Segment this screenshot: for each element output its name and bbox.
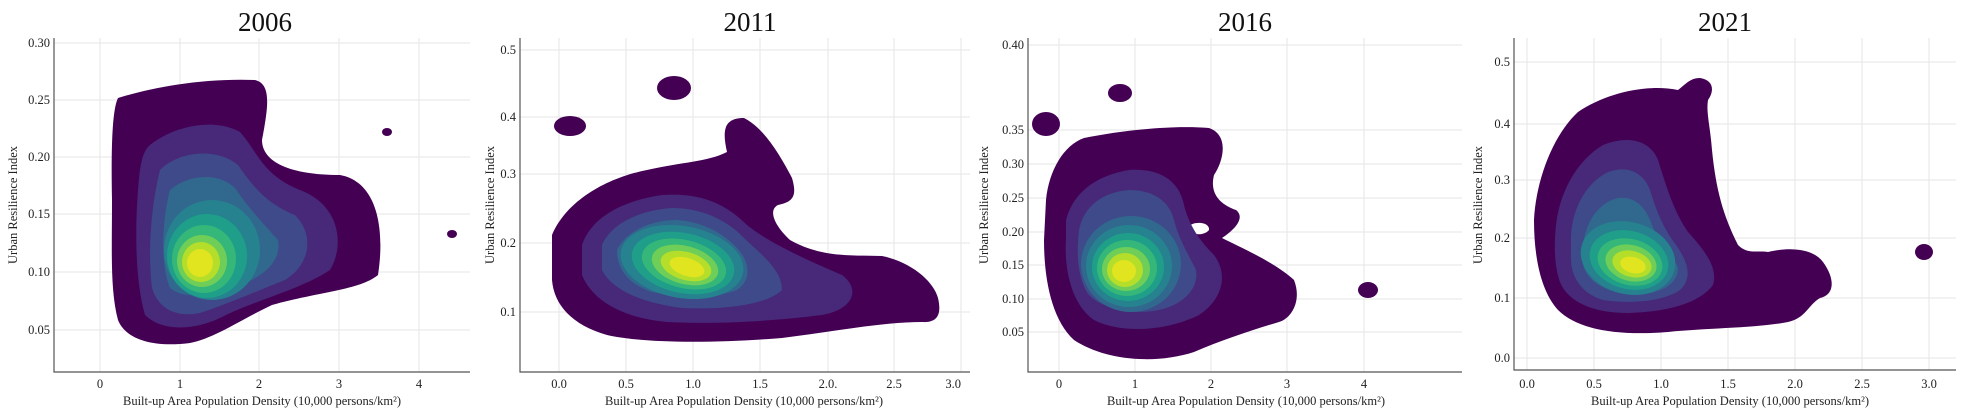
axis-lines xyxy=(53,38,470,373)
x-tick-label: 1.5 xyxy=(752,377,768,391)
y-tick-label: 0.5 xyxy=(500,43,516,57)
x-tick-label: 0 xyxy=(1056,377,1062,391)
y-tick-labels: 0.0 0.1 0.2 0.3 0.4 0.5 xyxy=(1494,55,1510,365)
density-island-1 xyxy=(1032,112,1060,136)
y-tick-label: 0.30 xyxy=(1002,157,1024,171)
y-tick-label: 0.25 xyxy=(28,93,50,107)
y-tick-label: 0.20 xyxy=(28,150,50,164)
y-tick-label: 0.25 xyxy=(1002,191,1024,205)
density-island-2 xyxy=(1915,244,1933,260)
y-axis-label: Urban Resilience Index xyxy=(483,145,497,264)
y-tick-label: 0.2 xyxy=(1494,231,1510,245)
chart-title: 2016 xyxy=(1218,7,1272,37)
density-level-9 xyxy=(1112,260,1136,282)
chart-svg-2011: 2011 0.0 0.5 1.0 1.5 2.0. 2.5 3.0 0.1 0.… xyxy=(483,7,970,408)
axis-lines xyxy=(519,38,970,373)
x-tick-label: 1.5 xyxy=(1720,377,1736,391)
chart-panel-2011: 2011 0.0 0.5 1.0 1.5 2.0. 2.5 3.0 0.1 0.… xyxy=(482,0,972,411)
y-tick-label: 0.10 xyxy=(28,265,50,279)
x-tick-label: 2 xyxy=(1208,377,1214,391)
x-tick-label: 3 xyxy=(336,377,342,391)
x-tick-label: 2.0 xyxy=(1787,377,1803,391)
y-tick-label: 0.1 xyxy=(1494,291,1510,305)
chart-title: 2011 xyxy=(724,7,777,37)
y-tick-label: 0.1 xyxy=(500,305,516,319)
x-tick-label: 2.5 xyxy=(886,377,902,391)
y-tick-label: 0.2 xyxy=(500,236,516,250)
density-contours xyxy=(111,79,457,345)
x-tick-labels: 0 1 2 3 4 xyxy=(1056,377,1368,391)
x-tick-label: 0.0 xyxy=(1519,377,1535,391)
y-tick-label: 0.4 xyxy=(1494,117,1510,131)
density-contours xyxy=(1032,84,1378,360)
chart-svg-2006: 2006 0 1 2 3 4 0.05 0.10 0.15 0.20 0.25 … xyxy=(6,7,470,408)
density-island-3 xyxy=(1358,282,1378,298)
x-tick-label: 3 xyxy=(1284,377,1290,391)
x-tick-label: 1.0 xyxy=(685,377,701,391)
x-axis-label: Built-up Area Population Density (10,000… xyxy=(605,394,883,408)
chart-svg-2021: 2021 0.0 0.5 1.0 1.5 2.0 2.5 3.0 0.0 0.1… xyxy=(1471,7,1956,408)
y-axis-label: Urban Resilience Index xyxy=(6,145,20,264)
x-tick-labels: 0.0 0.5 1.0 1.5 2.0. 2.5 3.0 xyxy=(551,377,961,391)
x-tick-label: 0.5 xyxy=(1586,377,1602,391)
density-contours xyxy=(1534,78,1933,334)
chart-svg-2016: 2016 0 1 2 3 4 0.05 0.10 0.15 0.20 0.25 … xyxy=(977,7,1462,408)
y-tick-labels: 0.1 0.2 0.3 0.4 0.5 xyxy=(500,43,516,319)
chart-panel-2006: 2006 0 1 2 3 4 0.05 0.10 0.15 0.20 0.25 … xyxy=(0,0,480,411)
y-tick-label: 0.35 xyxy=(1002,123,1024,137)
x-tick-labels: 0.0 0.5 1.0 1.5 2.0 2.5 3.0 xyxy=(1519,377,1937,391)
y-tick-label: 0.05 xyxy=(28,323,50,337)
x-tick-label: 0.5 xyxy=(618,377,634,391)
x-tick-label: 1.0 xyxy=(1653,377,1669,391)
x-axis-label: Built-up Area Population Density (10,000… xyxy=(123,394,401,408)
chart-panel-2021: 2021 0.0 0.5 1.0 1.5 2.0 2.5 3.0 0.0 0.1… xyxy=(1468,0,1964,411)
y-axis-label: Urban Resilience Index xyxy=(977,145,991,264)
y-tick-label: 0.40 xyxy=(1002,38,1024,52)
x-tick-label: 1 xyxy=(177,377,183,391)
x-axis-label: Built-up Area Population Density (10,000… xyxy=(1591,394,1869,408)
y-tick-label: 0.3 xyxy=(500,167,516,181)
x-tick-labels: 0 1 2 3 4 xyxy=(97,377,423,391)
density-level-9 xyxy=(187,249,213,277)
x-tick-label: 2.5 xyxy=(1854,377,1870,391)
axis-lines xyxy=(1513,38,1956,371)
y-axis-label: Urban Resilience Index xyxy=(1471,145,1485,264)
density-island-1 xyxy=(1671,119,1695,137)
y-tick-label: 0.5 xyxy=(1494,55,1510,69)
density-island-2 xyxy=(657,76,691,100)
density-island-1 xyxy=(382,128,392,136)
density-level-9 xyxy=(1620,256,1646,274)
x-tick-label: 2 xyxy=(256,377,262,391)
axis-lines xyxy=(1027,38,1462,373)
density-island-2 xyxy=(447,230,457,238)
x-tick-label: 0.0 xyxy=(551,377,567,391)
x-tick-label: 3.0 xyxy=(945,377,961,391)
y-tick-labels: 0.05 0.10 0.15 0.20 0.25 0.30 xyxy=(28,36,50,337)
y-tick-label: 0.4 xyxy=(500,110,516,124)
chart-title: 2006 xyxy=(238,7,292,37)
density-island-1 xyxy=(554,116,586,136)
density-island-2 xyxy=(1108,84,1132,102)
x-tick-label: 0 xyxy=(97,377,103,391)
y-tick-label: 0.3 xyxy=(1494,173,1510,187)
x-tick-label: 4 xyxy=(1361,377,1368,391)
x-tick-label: 1 xyxy=(1132,377,1138,391)
y-tick-label: 0.15 xyxy=(1002,258,1024,272)
chart-panel-2016: 2016 0 1 2 3 4 0.05 0.10 0.15 0.20 0.25 … xyxy=(974,0,1466,411)
y-tick-labels: 0.05 0.10 0.15 0.20 0.25 0.30 0.35 0.40 xyxy=(1002,38,1024,339)
x-tick-label: 4 xyxy=(416,377,423,391)
y-tick-label: 0.15 xyxy=(28,207,50,221)
y-tick-label: 0.30 xyxy=(28,36,50,50)
y-tick-label: 0.20 xyxy=(1002,225,1024,239)
y-tick-label: 0.0 xyxy=(1494,351,1510,365)
y-tick-label: 0.05 xyxy=(1002,325,1024,339)
y-tick-label: 0.10 xyxy=(1002,292,1024,306)
x-tick-label: 2.0. xyxy=(819,377,838,391)
x-axis-label: Built-up Area Population Density (10,000… xyxy=(1107,394,1385,408)
density-level-9 xyxy=(669,256,705,278)
x-tick-label: 3.0 xyxy=(1921,377,1937,391)
density-contours xyxy=(552,76,940,342)
chart-title: 2021 xyxy=(1698,7,1752,37)
